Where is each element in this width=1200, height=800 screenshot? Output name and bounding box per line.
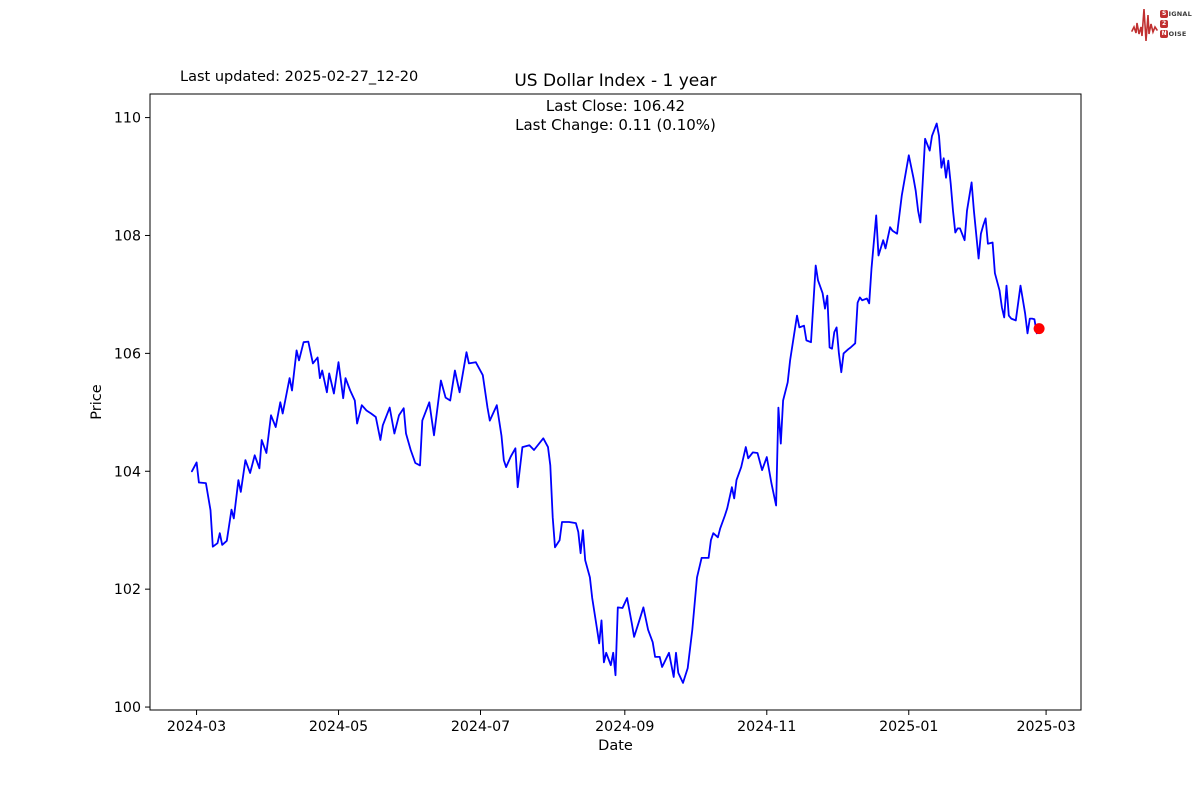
x-tick-label: 2024-03 xyxy=(167,719,226,735)
axes-frame xyxy=(149,93,1082,711)
y-tick-label: 100 xyxy=(114,700,141,716)
last-change-line: Last Change: 0.11 (0.10%) xyxy=(515,115,716,134)
y-tick-label: 110 xyxy=(114,111,141,127)
y-tick-label: 104 xyxy=(114,464,141,480)
logo-letter-n: N xyxy=(1160,30,1169,38)
x-tick-label: 2024-07 xyxy=(451,719,510,735)
waveform-icon xyxy=(1131,8,1158,42)
y-tick-label: 108 xyxy=(114,228,141,244)
y-tick-label: 102 xyxy=(114,582,141,598)
x-tick-label: 2025-03 xyxy=(1016,719,1075,735)
logo-word-noise: OISE xyxy=(1168,30,1187,38)
logo-letter-s: S xyxy=(1160,10,1169,18)
last-close-line: Last Close: 106.42 xyxy=(545,97,686,115)
signal2noise-logo: S IGNAL 2 N OISE xyxy=(1131,3,1192,45)
x-tick-label: 2024-09 xyxy=(595,719,654,735)
logo-word-signal: IGNAL xyxy=(1168,10,1192,18)
x-tick-label: 2025-01 xyxy=(879,719,938,735)
price-line xyxy=(190,122,1040,684)
logo-letter-2: 2 xyxy=(1160,20,1169,28)
last-updated-text: Last updated: 2025-02-27_12-20 xyxy=(180,69,419,85)
x-axis-label: Date xyxy=(598,738,633,754)
x-tick-label: 2024-11 xyxy=(737,719,796,735)
logo-text: S IGNAL 2 N OISE xyxy=(1160,10,1192,39)
y-axis-label: Price xyxy=(89,384,105,420)
last-close-annotation: Last Close: 106.42 Last Change: 0.11 (0.… xyxy=(150,97,1081,134)
x-tick-label: 2024-05 xyxy=(309,719,368,735)
chart-title: US Dollar Index - 1 year xyxy=(514,71,717,91)
y-tick-label: 106 xyxy=(114,346,141,362)
last-point-marker xyxy=(1033,323,1045,335)
